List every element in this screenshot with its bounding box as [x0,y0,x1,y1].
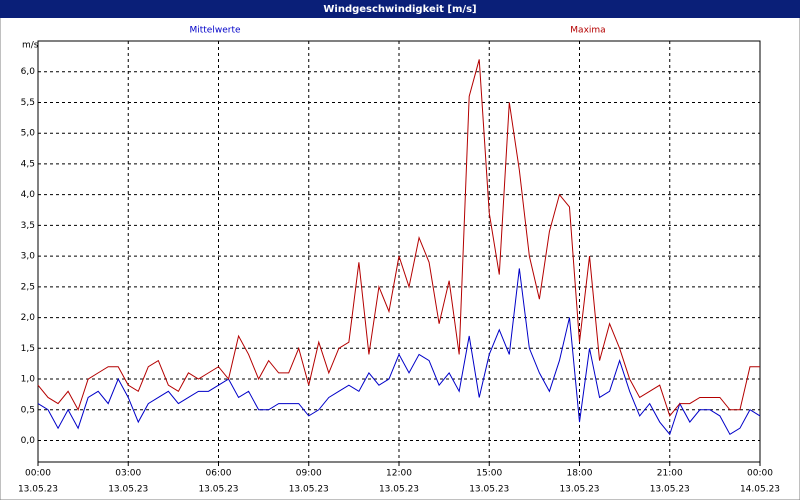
x-tick-date: 13.05.23 [289,485,329,495]
x-tick-label: 09:00 [296,469,322,479]
y-tick-label: 2,0 [21,313,36,323]
x-tick-date: 13.05.23 [650,485,690,495]
x-tick-label: 00:00 [25,469,51,479]
x-tick-date: 13.05.23 [559,485,599,495]
y-tick-label: 4,5 [21,159,35,169]
y-tick-label: 4,0 [21,190,36,200]
x-tick-date: 13.05.23 [198,485,238,495]
data-line [37,268,761,436]
x-tick-date: 13.05.23 [18,485,58,495]
x-tick-date: 14.05.23 [740,485,780,495]
x-tick-label: 06:00 [206,469,232,479]
x-tick-label: 03:00 [115,469,141,479]
x-tick-label: 18:00 [567,469,593,479]
y-tick-label: 3,5 [21,221,35,231]
data-line [37,59,760,417]
y-tick-label: 1,0 [21,375,36,385]
y-tick-label: 6,0 [21,67,36,77]
legend-label: Maxima [570,26,605,36]
x-tick-label: 12:00 [386,469,412,479]
chart-title: Windgeschwindigkeit [m/s] [323,4,476,15]
x-tick-date: 13.05.23 [469,485,509,495]
title-bar [0,0,800,18]
y-tick-label: 5,5 [21,98,35,108]
y-tick-label: 5,0 [21,129,36,139]
y-axis-label: m/s [22,41,39,51]
x-tick-date: 13.05.23 [108,485,148,495]
y-tick-label: 2,5 [21,282,35,292]
x-tick-date: 13.05.23 [379,485,419,495]
y-tick-label: 1,5 [21,344,35,354]
legend-label: Mittelwerte [189,26,240,36]
x-tick-label: 15:00 [476,469,502,479]
y-tick-label: 3,0 [21,252,36,262]
y-tick-label: 0,0 [21,436,36,446]
x-tick-label: 21:00 [657,469,683,479]
x-tick-label: 00:00 [747,469,773,479]
y-tick-label: 0,5 [21,405,35,415]
